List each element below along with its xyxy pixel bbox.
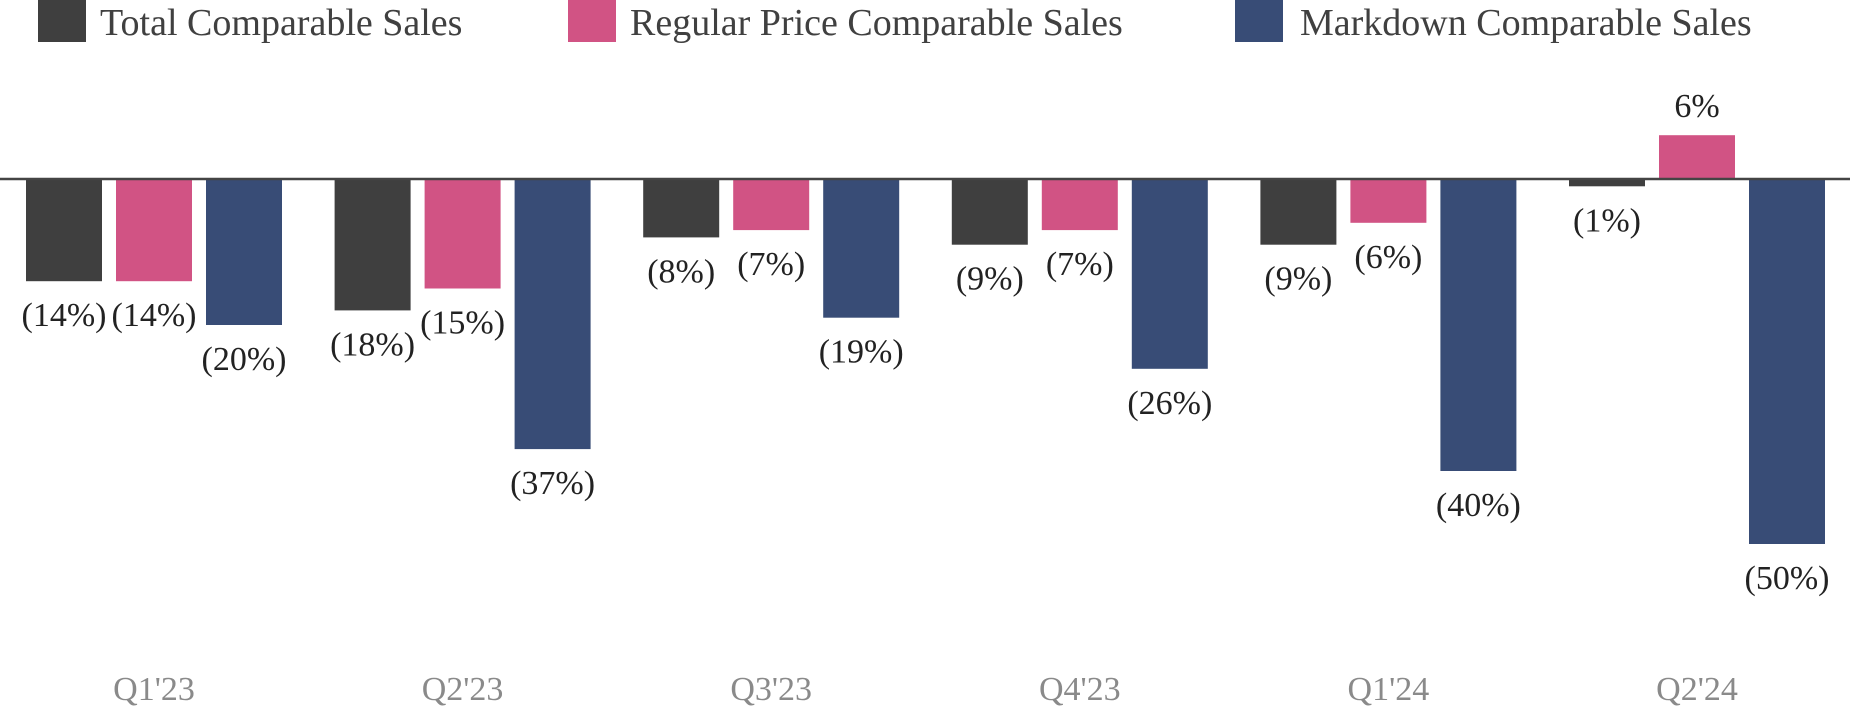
data-label: (40%): [1436, 487, 1521, 524]
bar-markdown-comparable-sales-q1-24: [1440, 179, 1516, 471]
legend-label: Markdown Comparable Sales: [1300, 2, 1752, 44]
x-tick-label: Q4'23: [1039, 671, 1121, 708]
bar-total-comparable-sales-q4-23: [952, 179, 1028, 245]
data-label: (14%): [112, 297, 197, 334]
bar-markdown-comparable-sales-q3-23: [823, 179, 899, 318]
legend-swatch: [38, 0, 86, 42]
legend-swatch: [1235, 0, 1283, 42]
data-label: (14%): [22, 297, 107, 334]
bar-regular-price-comparable-sales-q4-23: [1042, 179, 1118, 230]
bar-regular-price-comparable-sales-q1-23: [116, 179, 192, 281]
data-label: (9%): [1264, 261, 1332, 298]
data-label: (7%): [737, 246, 805, 283]
legend-item-regular-price-comparable-sales: Regular Price Comparable Sales: [568, 0, 1123, 44]
x-tick-label: Q2'24: [1656, 671, 1738, 708]
data-label: (7%): [1046, 246, 1114, 283]
legend-label: Total Comparable Sales: [100, 2, 462, 44]
data-label: (19%): [819, 334, 904, 371]
bar-markdown-comparable-sales-q1-23: [206, 179, 282, 325]
bar-total-comparable-sales-q1-23: [26, 179, 102, 281]
data-label: (6%): [1354, 239, 1422, 276]
bar-total-comparable-sales-q2-23: [335, 179, 411, 310]
x-axis-ticks: Q1'23 Q2'23 Q3'23 Q4'23 Q1'24 Q2'24: [113, 671, 1738, 708]
data-label: (26%): [1127, 385, 1212, 422]
data-label: (8%): [647, 253, 715, 290]
data-labels: (14%) (14%)(20%) (18%)(15%)(37%)(8%) (7%)(1…: [22, 88, 1830, 597]
data-label: (50%): [1745, 560, 1830, 597]
legend-item-total-comparable-sales: Total Comparable Sales: [38, 0, 462, 44]
data-label: 6%: [1674, 88, 1719, 125]
data-label: (20%): [202, 341, 287, 378]
x-tick-label: Q1'24: [1348, 671, 1430, 708]
bar-regular-price-comparable-sales-q2-24: [1659, 135, 1735, 179]
bar-markdown-comparable-sales-q4-23: [1132, 179, 1208, 369]
data-label: (9%): [956, 261, 1024, 298]
legend: Total Comparable Sales Regular Price Comp…: [38, 0, 1752, 44]
bar-regular-price-comparable-sales-q2-23: [425, 179, 501, 289]
x-tick-label: Q3'23: [730, 671, 812, 708]
bar-total-comparable-sales-q3-23: [643, 179, 719, 237]
legend-label: Regular Price Comparable Sales: [630, 2, 1123, 44]
bar-markdown-comparable-sales-q2-23: [515, 179, 591, 449]
x-tick-label: Q2'23: [422, 671, 504, 708]
data-label: (37%): [510, 465, 595, 502]
data-label: (18%): [330, 326, 415, 363]
legend-item-markdown-comparable-sales: Markdown Comparable Sales: [1235, 0, 1752, 44]
bar-regular-price-comparable-sales-q1-24: [1350, 179, 1426, 223]
legend-swatch: [568, 0, 616, 42]
data-label: (15%): [420, 305, 505, 342]
bars: [26, 135, 1825, 544]
x-tick-label: Q1'23: [113, 671, 195, 708]
bar-markdown-comparable-sales-q2-24: [1749, 179, 1825, 544]
data-label: (1%): [1573, 202, 1641, 239]
bar-total-comparable-sales-q1-24: [1260, 179, 1336, 245]
bar-regular-price-comparable-sales-q3-23: [733, 179, 809, 230]
